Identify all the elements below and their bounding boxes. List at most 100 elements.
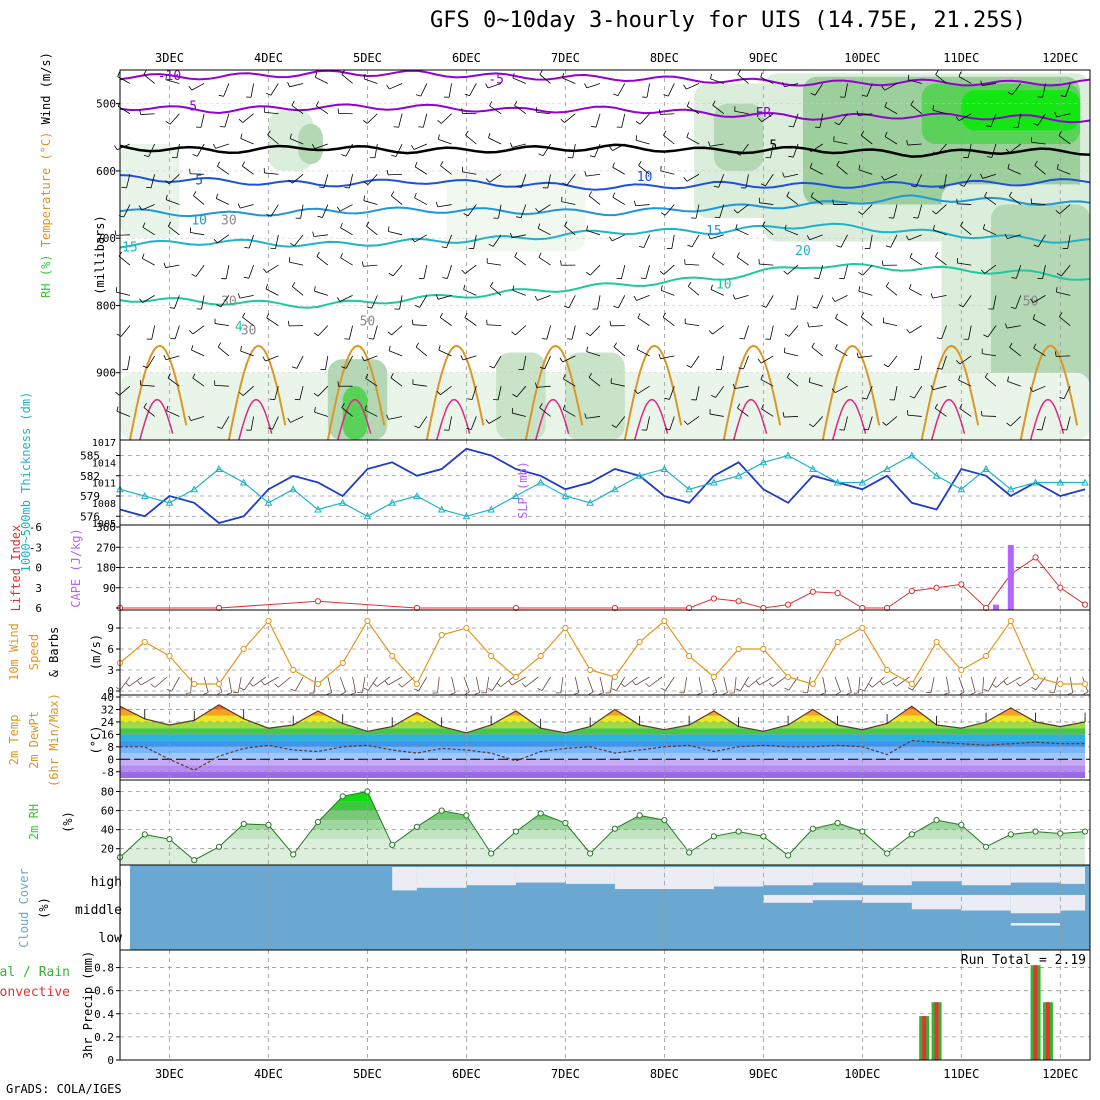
thickness-ylabel: 1000~500mb Thickness (dm) bbox=[19, 392, 33, 573]
upper-wind-barb bbox=[190, 173, 205, 175]
upper-wind-barb bbox=[265, 355, 279, 362]
upper-wind-barb bbox=[317, 385, 329, 397]
surface-wind-barb bbox=[500, 676, 514, 688]
upper-wind-barb bbox=[462, 355, 477, 361]
upper-wind-barb bbox=[544, 355, 551, 369]
rh-ylabel-part: 2m RH bbox=[27, 804, 41, 840]
upper-wind-barb bbox=[240, 345, 243, 352]
upper-wind-barb bbox=[311, 143, 315, 149]
upper-wind-barb bbox=[514, 252, 518, 257]
upper-wind-barb bbox=[782, 172, 785, 178]
upper-wind-barb bbox=[958, 113, 972, 121]
upper-wind-barb bbox=[266, 317, 279, 326]
upper-wind-barb bbox=[1011, 277, 1017, 279]
surface-wind-barb bbox=[834, 676, 841, 693]
upper-wind-barb bbox=[169, 306, 175, 309]
date-label-top: 6DEC bbox=[452, 51, 481, 65]
lifted-index-marker bbox=[1032, 554, 1039, 561]
upper-wind-barb bbox=[685, 323, 700, 327]
upper-wind-barb bbox=[216, 198, 230, 205]
upper-wind-barb bbox=[982, 173, 997, 179]
upper-wind-barb bbox=[239, 204, 254, 209]
upper-wind-barb bbox=[142, 222, 146, 228]
rh-marker bbox=[809, 825, 816, 832]
upper-wind-barb bbox=[810, 196, 823, 205]
temperature-band bbox=[120, 709, 1086, 716]
upper-wind-barb bbox=[471, 386, 477, 400]
upper-wind-barb bbox=[843, 416, 848, 431]
upper-wind-barb bbox=[836, 160, 840, 166]
upper-wind-barb bbox=[858, 286, 861, 292]
rh-band bbox=[120, 801, 1086, 811]
upper-wind-barb bbox=[710, 394, 716, 398]
upper-wind-barb bbox=[467, 398, 473, 400]
upper-wind-barb bbox=[414, 234, 428, 243]
upper-wind-barb bbox=[244, 246, 250, 249]
upper-wind-barb bbox=[663, 130, 667, 136]
upper-wind-barb bbox=[440, 165, 452, 175]
hot-contour bbox=[534, 398, 570, 441]
surface-wind-barb bbox=[912, 676, 923, 691]
upper-wind-barb bbox=[1033, 122, 1038, 126]
upper-air-ylabel-part: RH (%) bbox=[39, 247, 53, 298]
upper-wind-barb bbox=[1032, 314, 1036, 320]
upper-wind-barb bbox=[710, 289, 724, 296]
upper-wind-barb bbox=[275, 234, 279, 249]
upper-wind-barb bbox=[908, 234, 922, 241]
rh-marker bbox=[562, 819, 569, 827]
surface-wind-barb bbox=[697, 692, 703, 695]
upper-wind-barb bbox=[787, 264, 799, 275]
rh-marker bbox=[488, 850, 495, 857]
wind-tick-label: 3 bbox=[107, 664, 114, 677]
upper-wind-barb bbox=[465, 134, 477, 145]
surface-wind-barb bbox=[278, 676, 291, 688]
warm-contour bbox=[821, 344, 881, 441]
upper-wind-barb bbox=[609, 236, 613, 242]
surface-wind-barb bbox=[574, 676, 580, 693]
upper-wind-barb bbox=[386, 169, 389, 175]
upper-wind-barb bbox=[296, 355, 304, 369]
surface-wind-barb bbox=[190, 676, 193, 693]
upper-wind-barb bbox=[464, 312, 468, 318]
rh-marker bbox=[537, 810, 544, 817]
upper-wind-barb bbox=[634, 389, 639, 394]
upper-wind-barb bbox=[363, 264, 378, 267]
rh-shade-area bbox=[446, 170, 586, 252]
upper-wind-barb bbox=[487, 262, 502, 266]
surface-wind-barb bbox=[1083, 691, 1089, 695]
upper-wind-barb bbox=[586, 416, 601, 419]
upper-wind-barb bbox=[127, 355, 131, 370]
wind-speed-marker bbox=[636, 638, 643, 646]
upper-wind-barb bbox=[266, 313, 270, 319]
surface-wind-barb bbox=[313, 676, 316, 693]
upper-wind-barb bbox=[461, 108, 463, 114]
upper-wind-barb bbox=[795, 295, 799, 310]
wind-tick-label: 6 bbox=[107, 643, 114, 656]
surface-wind-barb bbox=[907, 687, 913, 691]
warm-contour bbox=[425, 344, 485, 441]
upper-wind-barb bbox=[411, 237, 416, 243]
temperature-contour bbox=[119, 222, 1091, 249]
upper-wind-barb bbox=[639, 113, 650, 125]
upper-wind-barb bbox=[813, 277, 820, 279]
upper-wind-barb bbox=[884, 83, 898, 91]
upper-wind-barb bbox=[174, 295, 180, 309]
temperature-band bbox=[120, 746, 1086, 754]
upper-wind-barb bbox=[784, 416, 799, 418]
upper-wind-barb bbox=[807, 322, 810, 328]
upper-wind-barb bbox=[241, 161, 246, 167]
surface-wind-barb bbox=[846, 692, 852, 695]
date-label-top: 8DEC bbox=[650, 51, 679, 65]
cloud-clear-gap bbox=[961, 895, 1011, 911]
cloud-clear-gap bbox=[812, 867, 863, 883]
surface-wind-barb bbox=[982, 676, 984, 693]
upper-wind-barb bbox=[941, 325, 947, 339]
upper-wind-barb bbox=[663, 264, 675, 275]
upper-wind-barb bbox=[686, 101, 690, 107]
upper-wind-barb bbox=[844, 83, 848, 98]
date-label-top: 12DEC bbox=[1042, 51, 1078, 65]
dewpt-ylabel: 2m DewPt bbox=[27, 711, 41, 769]
upper-wind-barb bbox=[590, 325, 601, 336]
upper-wind-barb bbox=[316, 105, 329, 115]
upper-wind-barb bbox=[139, 298, 143, 303]
